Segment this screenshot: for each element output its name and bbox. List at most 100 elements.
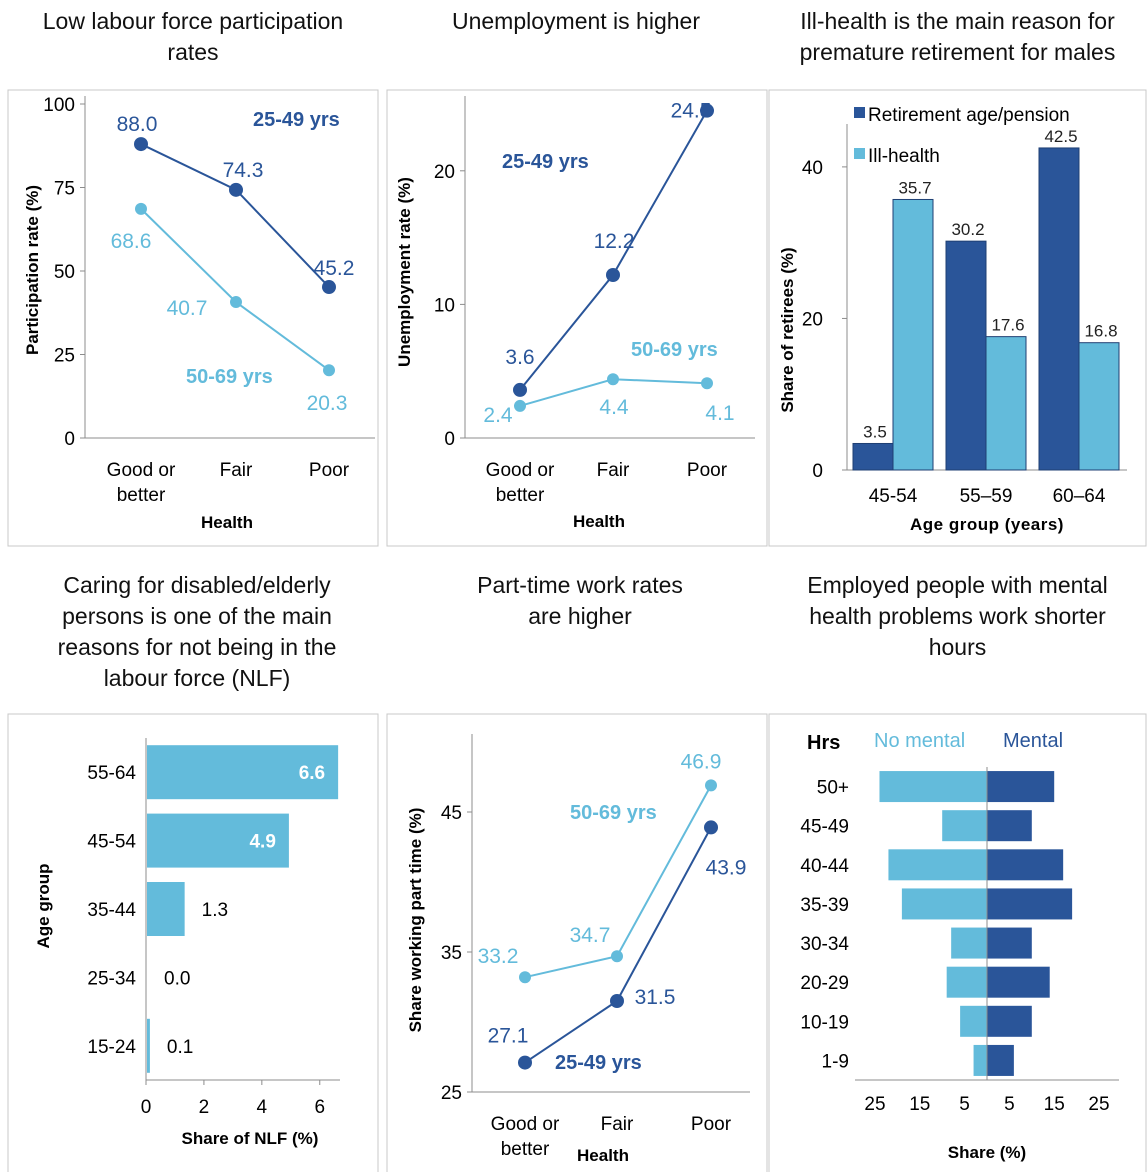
title-line: Ill-health is the main reason for	[800, 8, 1115, 34]
series-label: 50-69 yrs	[186, 366, 273, 388]
panel-frame	[768, 89, 1147, 547]
title-line: rates	[167, 39, 219, 65]
data-label: 20.3	[307, 392, 348, 415]
data-point	[700, 103, 714, 118]
title-line: reasons for not being in the	[57, 634, 337, 660]
data-label: 45.2	[314, 257, 355, 280]
data-point	[701, 377, 713, 390]
x-tick-label: 4	[257, 1097, 268, 1118]
y-tick-label: 45	[441, 803, 462, 824]
hours-chart: Hrs No mental Mental 50+ 45-49 40-44 35-39 30-3…	[768, 713, 1147, 1172]
data-point	[606, 268, 620, 283]
x-tick-label: 55–59	[960, 486, 1013, 507]
data-label: 12.2	[594, 230, 635, 253]
x-axis-label: Share (%)	[948, 1143, 1026, 1162]
y-tick-label: 25	[54, 346, 75, 367]
y-tick-label: 75	[54, 179, 75, 200]
y-tick-label: 35-44	[87, 900, 136, 921]
data-label: 3.5	[863, 422, 887, 441]
data-label: 0.0	[164, 968, 190, 989]
data-label: 88.0	[117, 113, 158, 136]
bar-no-mental	[879, 771, 987, 803]
x-tick-label: Good or	[107, 460, 176, 481]
data-label: 24.5	[671, 100, 712, 123]
x-axis-label: Health	[573, 512, 625, 531]
caring-title: Caring for disabled/elderly persons is o…	[12, 570, 382, 694]
data-point	[135, 202, 147, 215]
x-axis-label: Age group (years)	[910, 515, 1064, 534]
bar	[147, 1018, 150, 1073]
bar	[1078, 342, 1120, 471]
x-tick-label: Fair	[601, 1114, 634, 1135]
x-tick-label: Fair	[220, 460, 253, 481]
data-point	[705, 779, 717, 792]
bar	[945, 240, 987, 471]
y-tick-label: 35-39	[800, 895, 849, 916]
y-tick-label: 0	[444, 429, 455, 450]
bar-mental	[987, 849, 1064, 881]
panel-frame	[386, 713, 768, 1172]
bar	[147, 882, 185, 936]
y-tick-label: 50+	[817, 778, 849, 799]
data-label: 74.3	[223, 159, 264, 182]
y-tick-label: 20-29	[800, 973, 849, 994]
hours-header: Hrs	[807, 732, 840, 754]
data-label: 1.3	[202, 900, 228, 921]
data-point	[519, 971, 531, 984]
data-label: 46.9	[681, 750, 722, 773]
y-axis-label: Unemployment rate (%)	[395, 177, 414, 367]
unemployment-title: Unemployment is higher	[385, 6, 767, 37]
title-line: Caring for disabled/elderly	[63, 572, 331, 598]
x-tick-label: better	[496, 485, 545, 506]
y-tick-label: 1-9	[822, 1051, 849, 1072]
data-label: 30.2	[951, 220, 984, 239]
x-tick-label: 25	[864, 1094, 885, 1115]
y-tick-label: 20	[802, 309, 823, 330]
x-tick-label: 2	[199, 1097, 210, 1118]
data-label: 42.5	[1044, 127, 1077, 146]
data-point	[610, 994, 624, 1008]
y-tick-label: 35	[441, 943, 462, 964]
data-label: 31.5	[635, 986, 676, 1009]
y-tick-label: 0	[812, 461, 823, 482]
data-point	[704, 820, 718, 835]
bar-mental	[987, 966, 1050, 998]
bar-no-mental	[960, 1005, 987, 1037]
y-tick-label: 40-44	[800, 856, 849, 877]
series-label: 50-69 yrs	[631, 339, 718, 361]
data-point	[134, 137, 148, 152]
data-label: 4.9	[249, 832, 275, 853]
x-axis-label: Share of NLF (%)	[182, 1129, 319, 1148]
y-tick-label: 0	[64, 429, 75, 450]
title-line: premature retirement for males	[799, 39, 1116, 65]
data-point	[514, 399, 526, 412]
y-tick-label: 100	[43, 95, 75, 116]
y-tick-label: 45-49	[800, 817, 849, 838]
panel-frame	[386, 89, 768, 547]
data-label: 3.6	[505, 346, 534, 369]
data-label: 43.9	[706, 856, 747, 879]
data-point	[611, 950, 623, 963]
data-label: 6.6	[299, 763, 325, 784]
panel-frame	[7, 89, 379, 547]
data-label: 27.1	[488, 1025, 529, 1048]
data-point	[323, 364, 335, 377]
bar-mental	[987, 927, 1032, 959]
x-tick-label: Fair	[597, 460, 630, 481]
x-tick-label: Good or	[486, 460, 555, 481]
bar-mental	[987, 1044, 1014, 1076]
x-axis-label: Health	[577, 1146, 629, 1165]
y-tick-label: 45-54	[87, 832, 136, 853]
bar	[852, 442, 894, 471]
y-tick-label: 50	[54, 262, 75, 283]
y-tick-label: 20	[434, 162, 455, 183]
bar-no-mental	[973, 1044, 987, 1076]
y-tick-label: 10-19	[800, 1012, 849, 1033]
participation-title: Low labour force participation rates	[8, 6, 378, 68]
data-point	[230, 296, 242, 309]
title-line: health problems work shorter	[809, 603, 1106, 629]
title-line: hours	[928, 634, 987, 660]
y-axis-label: Share of retirees (%)	[778, 247, 797, 412]
y-tick-label: 55-64	[87, 763, 136, 784]
caring-chart: 0 2 4 6 55-64 6.6 45-54 4.9 35-44 1.3 25-34 0.0 15-2…	[7, 713, 379, 1172]
